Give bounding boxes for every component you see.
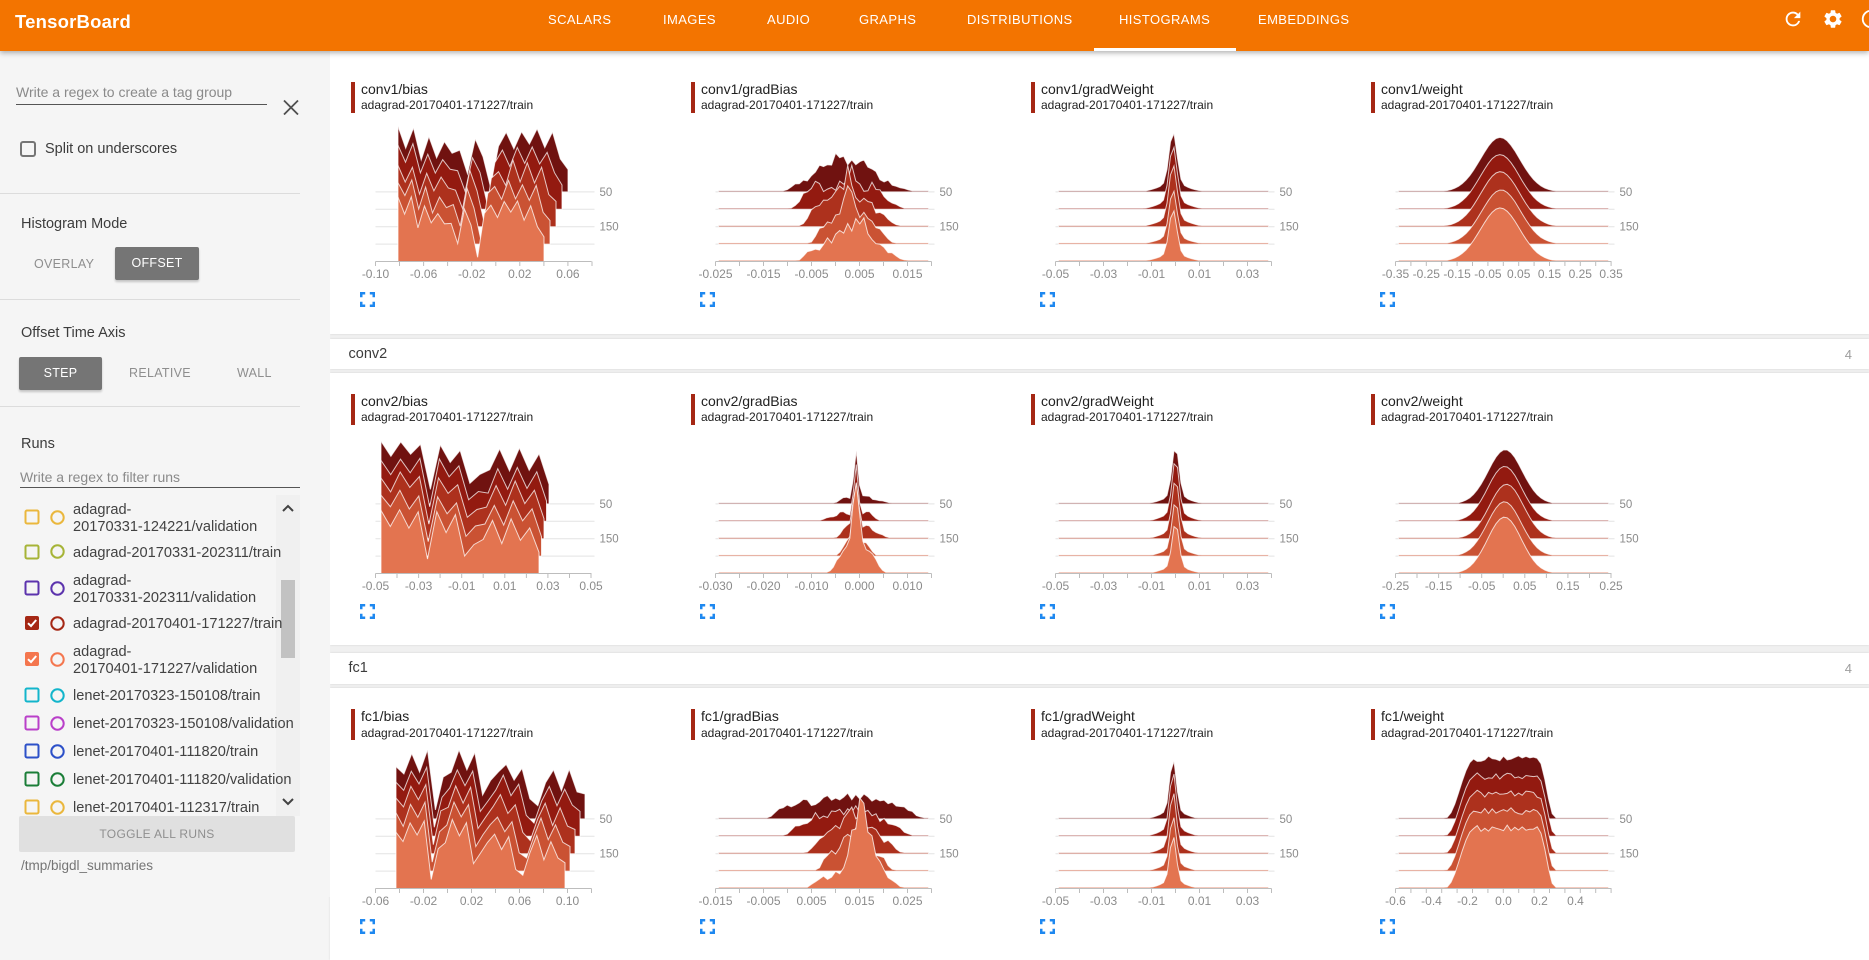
svg-text:0.01: 0.01 (1188, 579, 1212, 593)
svg-text:0.025: 0.025 (892, 894, 922, 908)
svg-text:50: 50 (1620, 498, 1633, 510)
svg-text:150: 150 (940, 533, 959, 545)
svg-text:-0.35: -0.35 (1382, 267, 1410, 281)
svg-text:-0.2: -0.2 (1457, 894, 1478, 908)
svg-text:-0.05: -0.05 (1468, 579, 1496, 593)
svg-text:50: 50 (1280, 498, 1293, 510)
svg-text:150: 150 (1280, 849, 1299, 861)
svg-text:0.03: 0.03 (536, 579, 560, 593)
svg-text:-0.6: -0.6 (1385, 894, 1406, 908)
svg-text:-0.05: -0.05 (1474, 267, 1502, 281)
svg-text:-0.01: -0.01 (448, 579, 476, 593)
svg-text:0.25: 0.25 (1569, 267, 1593, 281)
svg-text:-0.4: -0.4 (1421, 894, 1442, 908)
svg-text:0.015: 0.015 (892, 267, 922, 281)
svg-text:-0.03: -0.03 (1090, 579, 1118, 593)
svg-text:-0.05: -0.05 (1042, 267, 1070, 281)
svg-text:-0.06: -0.06 (410, 267, 438, 281)
svg-text:0.4: 0.4 (1567, 894, 1584, 908)
svg-text:-0.01: -0.01 (1138, 579, 1166, 593)
svg-text:-0.05: -0.05 (1042, 579, 1070, 593)
svg-text:0.000: 0.000 (844, 579, 874, 593)
svg-text:0.06: 0.06 (508, 894, 532, 908)
svg-text:-0.10: -0.10 (362, 267, 390, 281)
svg-text:50: 50 (1280, 186, 1293, 198)
svg-text:-0.005: -0.005 (794, 267, 828, 281)
svg-text:150: 150 (600, 533, 619, 545)
svg-text:50: 50 (1280, 814, 1293, 826)
svg-text:150: 150 (940, 849, 959, 861)
svg-text:-0.03: -0.03 (405, 579, 433, 593)
svg-text:-0.03: -0.03 (1090, 894, 1118, 908)
svg-text:50: 50 (1620, 814, 1633, 826)
svg-text:50: 50 (1620, 186, 1633, 198)
svg-text:-0.02: -0.02 (410, 894, 438, 908)
svg-text:50: 50 (600, 498, 613, 510)
svg-text:50: 50 (600, 814, 613, 826)
svg-text:150: 150 (1620, 533, 1639, 545)
svg-text:0.02: 0.02 (508, 267, 532, 281)
svg-text:-0.02: -0.02 (458, 267, 486, 281)
svg-text:-0.25: -0.25 (1382, 579, 1410, 593)
svg-text:-0.15: -0.15 (1425, 579, 1453, 593)
svg-text:0.15: 0.15 (1556, 579, 1580, 593)
svg-text:-0.01: -0.01 (1138, 894, 1166, 908)
svg-text:0.01: 0.01 (1188, 267, 1212, 281)
svg-text:-0.05: -0.05 (362, 579, 390, 593)
svg-text:0.015: 0.015 (844, 894, 874, 908)
svg-text:-0.25: -0.25 (1413, 267, 1441, 281)
svg-text:0.05: 0.05 (1507, 267, 1531, 281)
svg-text:0.15: 0.15 (1538, 267, 1562, 281)
svg-text:150: 150 (1620, 221, 1639, 233)
svg-text:0.03: 0.03 (1236, 579, 1260, 593)
svg-text:150: 150 (1280, 533, 1299, 545)
svg-text:0.01: 0.01 (1188, 894, 1212, 908)
svg-text:0.02: 0.02 (460, 894, 484, 908)
svg-text:150: 150 (600, 849, 619, 861)
svg-text:-0.01: -0.01 (1138, 267, 1166, 281)
svg-text:50: 50 (940, 814, 953, 826)
svg-text:0.05: 0.05 (579, 579, 603, 593)
svg-text:0.005: 0.005 (796, 894, 826, 908)
svg-text:150: 150 (1280, 221, 1299, 233)
svg-text:0.2: 0.2 (1531, 894, 1548, 908)
svg-text:0.25: 0.25 (1599, 579, 1623, 593)
svg-text:0.010: 0.010 (892, 579, 922, 593)
svg-text:-0.015: -0.015 (698, 894, 732, 908)
svg-text:-0.005: -0.005 (746, 894, 780, 908)
svg-text:150: 150 (940, 221, 959, 233)
svg-text:0.01: 0.01 (493, 579, 517, 593)
svg-text:-0.010: -0.010 (794, 579, 828, 593)
svg-text:0.10: 0.10 (556, 894, 580, 908)
svg-text:0.03: 0.03 (1236, 894, 1260, 908)
svg-text:-0.03: -0.03 (1090, 267, 1118, 281)
svg-text:0.03: 0.03 (1236, 267, 1260, 281)
svg-text:50: 50 (940, 186, 953, 198)
svg-text:-0.06: -0.06 (362, 894, 390, 908)
svg-text:150: 150 (1620, 849, 1639, 861)
svg-text:0.0: 0.0 (1495, 894, 1512, 908)
svg-text:0.005: 0.005 (844, 267, 874, 281)
svg-text:50: 50 (600, 186, 613, 198)
svg-text:-0.15: -0.15 (1443, 267, 1471, 281)
svg-text:50: 50 (940, 498, 953, 510)
svg-text:-0.030: -0.030 (698, 579, 732, 593)
svg-text:-0.020: -0.020 (746, 579, 780, 593)
svg-text:-0.05: -0.05 (1042, 894, 1070, 908)
svg-text:0.35: 0.35 (1599, 267, 1623, 281)
svg-text:0.06: 0.06 (556, 267, 580, 281)
svg-text:-0.025: -0.025 (698, 267, 732, 281)
svg-text:0.05: 0.05 (1513, 579, 1537, 593)
svg-text:150: 150 (600, 221, 619, 233)
svg-text:-0.015: -0.015 (746, 267, 780, 281)
